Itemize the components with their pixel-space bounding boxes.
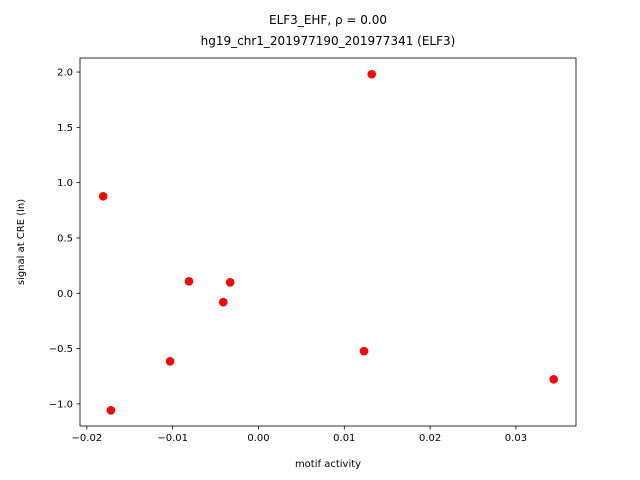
chart-subtitle: hg19_chr1_201977190_201977341 (ELF3) (201, 34, 456, 48)
x-tick-label: −0.01 (157, 433, 188, 444)
x-tick-label: 0.00 (247, 433, 269, 444)
x-tick-label: −0.02 (72, 433, 103, 444)
point (98, 191, 108, 201)
point (219, 297, 228, 307)
x-tick-label: 0.03 (505, 433, 527, 444)
x-axis-label: motif activity (295, 459, 361, 470)
point (106, 405, 116, 415)
y-tick-label: 1.0 (57, 178, 73, 189)
y-tick-label: 0.0 (57, 289, 73, 300)
y-tick-label: −0.5 (49, 344, 73, 355)
point (359, 346, 369, 356)
y-tick-label: −1.0 (49, 399, 73, 410)
y-tick-label: 2.0 (57, 68, 73, 79)
point (549, 375, 558, 384)
y-tick-label: 1.5 (57, 123, 73, 134)
point (225, 278, 235, 287)
point (165, 356, 175, 366)
y-axis-label: signal at CRE (ln) (16, 199, 27, 285)
point (184, 277, 194, 286)
y-tick-label: 0.5 (57, 233, 73, 244)
point (367, 69, 377, 79)
x-tick-label: 0.02 (419, 433, 441, 444)
chart-title: ELF3_EHF, ρ = 0.00 (269, 13, 387, 27)
plot-frame (79, 57, 577, 427)
x-tick-label: 0.01 (333, 433, 355, 444)
